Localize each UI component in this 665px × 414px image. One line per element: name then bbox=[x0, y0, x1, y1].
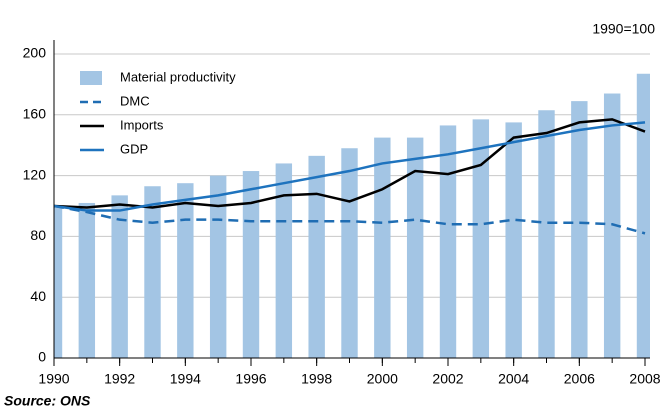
legend-label: GDP bbox=[120, 141, 148, 156]
source: Source: ONS bbox=[4, 393, 91, 409]
legend-label: DMC bbox=[120, 93, 150, 108]
x-tick-label: 2008 bbox=[629, 371, 660, 387]
bar bbox=[571, 101, 588, 358]
annotation: 1990=100 bbox=[592, 21, 655, 37]
bar bbox=[538, 110, 555, 358]
bar bbox=[472, 119, 490, 358]
bar bbox=[406, 137, 424, 358]
y-tick-label: 0 bbox=[38, 349, 46, 365]
x-tick-label: 1990 bbox=[38, 371, 69, 387]
bar bbox=[78, 202, 96, 358]
bar bbox=[111, 195, 128, 358]
bar bbox=[374, 137, 391, 358]
bar bbox=[603, 93, 621, 358]
line bbox=[54, 118, 646, 209]
y-tick-label: 120 bbox=[23, 166, 47, 182]
legend-label: Imports bbox=[120, 117, 164, 132]
x-tick-label: 2004 bbox=[498, 371, 529, 387]
bar bbox=[636, 73, 650, 358]
y-tick-label: 40 bbox=[30, 288, 46, 304]
bar bbox=[439, 125, 457, 358]
line bbox=[54, 121, 646, 212]
x-tick-label: 2000 bbox=[367, 371, 398, 387]
bar bbox=[341, 148, 358, 358]
x-tick-label: 1994 bbox=[170, 371, 201, 387]
bar bbox=[144, 186, 161, 358]
bar bbox=[275, 163, 293, 358]
bar bbox=[242, 171, 260, 358]
y-tick-label: 160 bbox=[23, 106, 47, 122]
bar bbox=[177, 183, 194, 358]
x-tick-label: 1992 bbox=[104, 371, 135, 387]
bar bbox=[209, 175, 227, 358]
bar bbox=[308, 155, 325, 358]
y-tick-label: 200 bbox=[23, 45, 47, 61]
legend-label: Material productivity bbox=[120, 69, 236, 84]
y-tick-label: 80 bbox=[30, 227, 46, 243]
x-tick-label: 2006 bbox=[564, 371, 595, 387]
line bbox=[54, 204, 646, 235]
bar bbox=[505, 122, 522, 358]
legend-swatch bbox=[80, 71, 102, 85]
x-tick-label: 1998 bbox=[301, 371, 332, 387]
x-tick-label: 2002 bbox=[432, 371, 463, 387]
plot-area bbox=[54, 73, 650, 358]
bar bbox=[54, 206, 63, 358]
x-tick-label: 1996 bbox=[235, 371, 266, 387]
